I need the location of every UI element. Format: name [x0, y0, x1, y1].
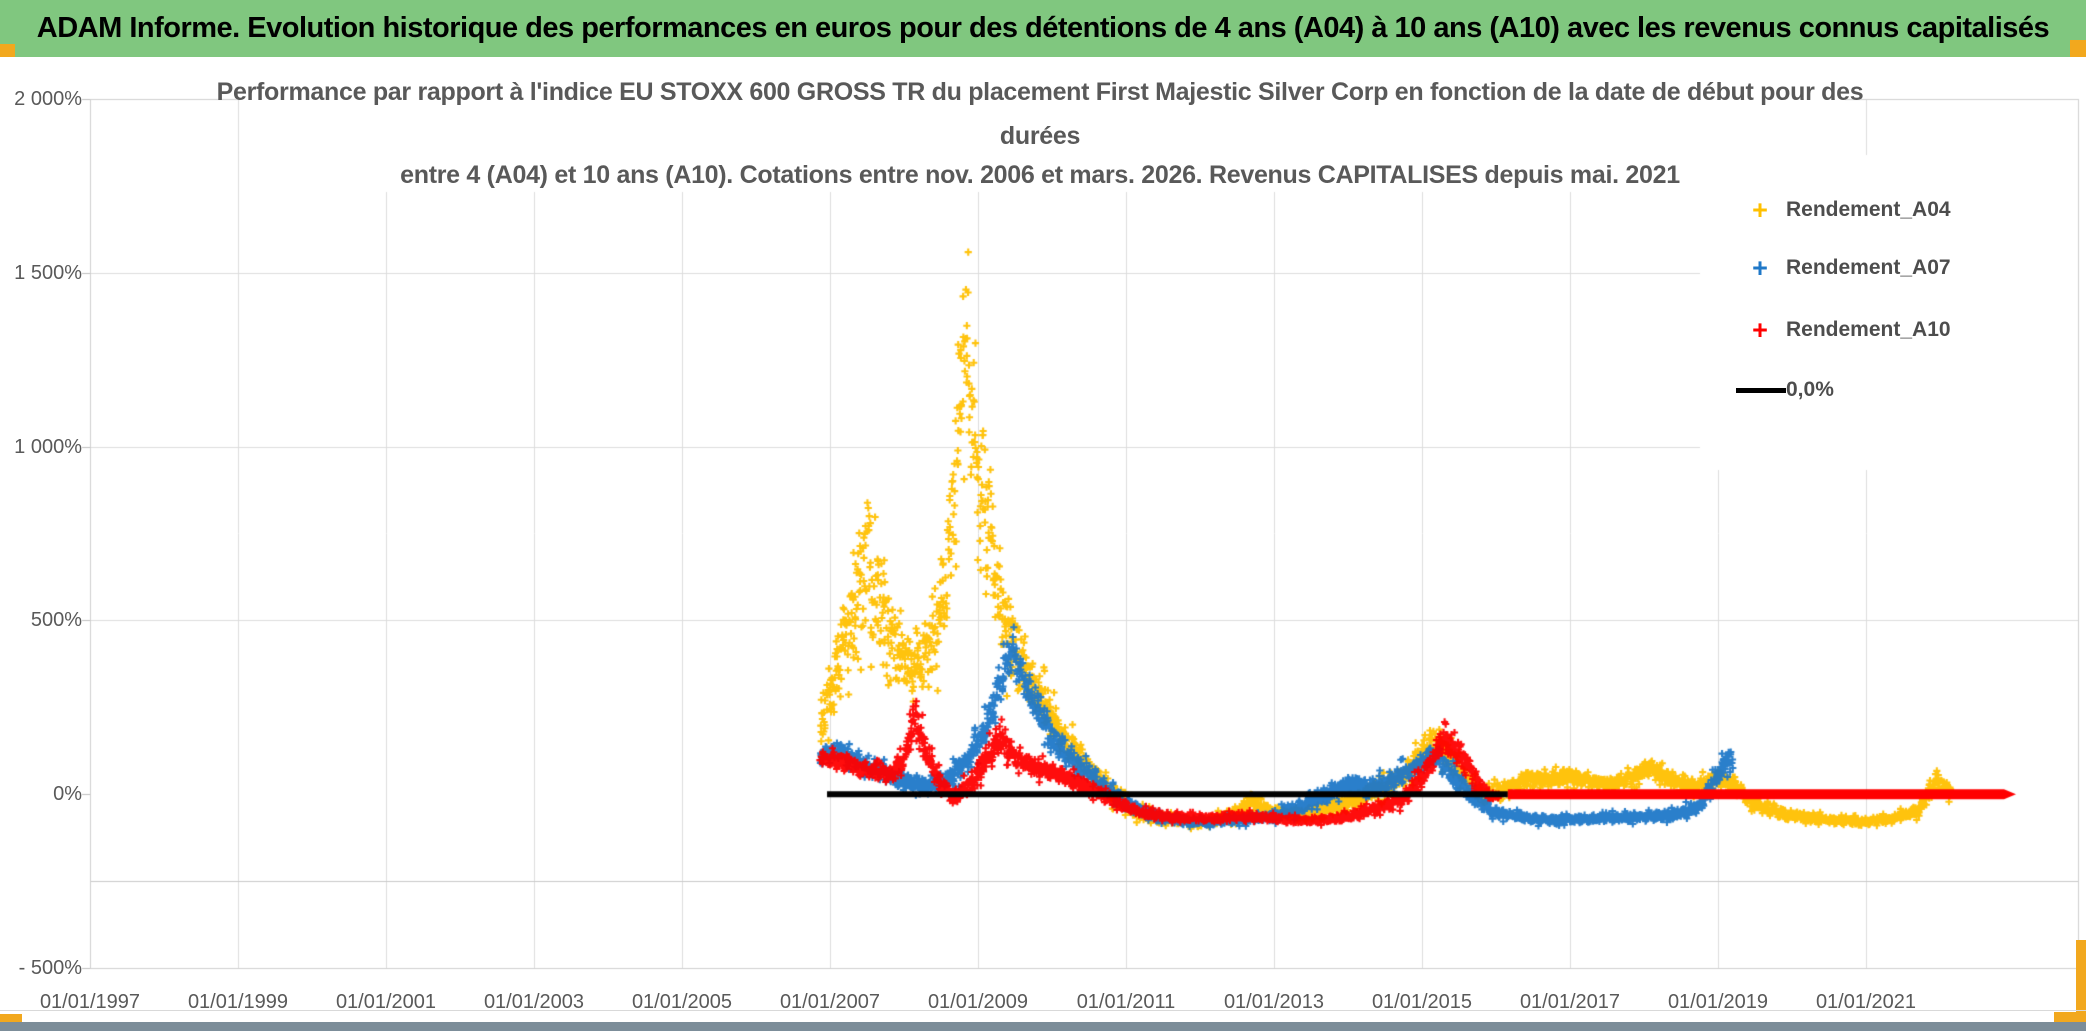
y-tick-label: 2 000%	[14, 88, 82, 110]
y-tick-label: 1 500%	[14, 261, 82, 284]
x-tick-label: 01/01/2013	[1223, 991, 1325, 1013]
banner-title-bar: ADAM Informe. Evolution historique des p…	[0, 0, 2086, 57]
legend-plus-marker: +	[1752, 195, 1768, 225]
gold-corner-top-right	[2070, 40, 2086, 57]
x-tick-label: 01/01/2021	[1815, 991, 1917, 1013]
y-tick-label: 0%	[53, 783, 82, 806]
legend-label: 0,0%	[1786, 378, 1834, 401]
x-tick-label: 01/01/2005	[631, 991, 733, 1013]
y-tick-label: 1 000%	[14, 435, 82, 458]
y-tick-label: - 500%	[18, 957, 82, 979]
x-tick-label: 01/01/1999	[187, 991, 289, 1013]
legend-label: Rendement_A04	[1786, 198, 1951, 221]
gold-corner-top-left	[0, 44, 15, 57]
chart-title-line2: durées	[999, 122, 1081, 150]
legend-label: Rendement_A07	[1786, 256, 1951, 279]
y-tick-label: 500%	[30, 609, 82, 632]
banner-title: ADAM Informe. Evolution historique des p…	[36, 12, 2050, 44]
x-tick-label: 01/01/2009	[927, 991, 1029, 1013]
chart-title-line3: entre 4 (A04) et 10 ans (A10). Cotations…	[400, 161, 1680, 189]
x-tick-label: 01/01/1997	[39, 991, 141, 1013]
x-tick-label: 01/01/2011	[1076, 991, 1176, 1013]
bottom-separator-line	[0, 1010, 2086, 1011]
chart-title-line1: Performance par rapport à l'indice EU ST…	[216, 78, 1864, 106]
x-tick-label: 01/01/2003	[483, 991, 585, 1013]
x-tick-label: 01/01/2015	[1371, 991, 1473, 1013]
legend-plus-marker: +	[1752, 253, 1768, 283]
x-tick-label: 01/01/2001	[335, 991, 437, 1013]
x-tick-label: 01/01/2007	[779, 991, 881, 1013]
legend-line-marker	[1736, 388, 1786, 393]
gold-corner-bottom-right	[2054, 1012, 2086, 1022]
gold-bar-right	[2076, 940, 2086, 1031]
bottom-window-edge	[0, 1022, 2086, 1031]
legend-label: Rendement_A10	[1786, 318, 1951, 341]
x-tick-label: 01/01/2019	[1667, 991, 1769, 1013]
x-tick-label: 01/01/2017	[1519, 991, 1621, 1013]
legend-plus-marker: +	[1752, 315, 1768, 345]
